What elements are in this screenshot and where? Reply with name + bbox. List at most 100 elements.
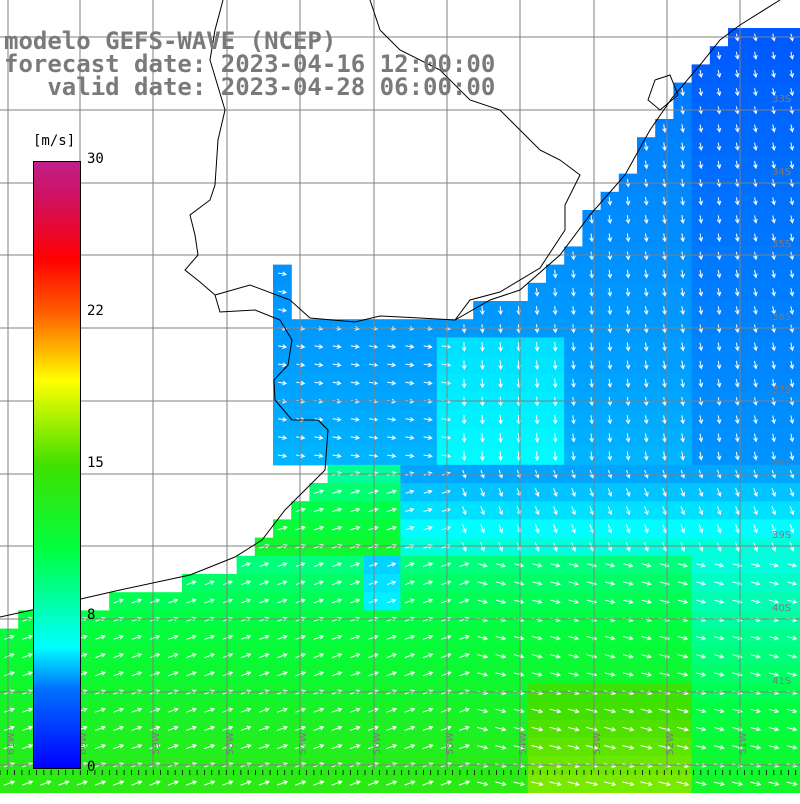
wind-arrow (459, 653, 470, 659)
wind-arrow (753, 269, 758, 279)
wind-arrow (734, 197, 740, 206)
wind-arrow (786, 781, 798, 787)
wind-arrow (498, 542, 504, 552)
wind-speed-field (0, 28, 800, 793)
wind-arrow (278, 417, 288, 422)
wind-arrow (552, 360, 558, 371)
wind-arrow (625, 360, 631, 370)
wind-arrow (680, 124, 685, 133)
wind-arrow (753, 142, 758, 151)
wind-arrow (734, 360, 740, 370)
wind-arrow (698, 233, 704, 243)
wind-arrow (713, 726, 725, 732)
wind-arrow (350, 580, 361, 586)
wind-arrow (753, 215, 758, 224)
wind-arrow (589, 415, 594, 425)
wind-arrow (716, 379, 722, 388)
wind-arrow (186, 598, 197, 604)
wind-arrow (680, 415, 685, 425)
wind-arrow (662, 488, 667, 497)
wind-arrow (680, 433, 685, 443)
wind-arrow (513, 581, 525, 586)
wind-arrow (698, 360, 704, 370)
wind-arrow (368, 653, 379, 659)
wind-arrow (786, 653, 798, 659)
wind-arrow (458, 744, 471, 750)
wind-arrow (405, 344, 415, 349)
wind-arrow (680, 142, 685, 152)
wind-arrow (258, 744, 270, 750)
wind-arrow (789, 69, 795, 79)
wind-arrow (186, 707, 197, 713)
wind-arrow (698, 269, 704, 279)
wind-arrow (95, 671, 106, 677)
wind-arrow (625, 215, 631, 225)
wind-arrow (405, 435, 415, 440)
wind-arrow (625, 433, 631, 443)
wind-arrow (622, 781, 635, 787)
wind-arrow (386, 634, 397, 640)
wind-arrow (698, 197, 704, 206)
wind-arrow (498, 488, 503, 497)
wind-arrow (550, 562, 561, 568)
wind-arrow (4, 671, 15, 677)
wind-arrow (149, 744, 161, 750)
wind-arrow (734, 451, 740, 461)
wind-arrow (662, 451, 667, 461)
wind-arrow (553, 524, 558, 534)
wind-arrow (461, 342, 467, 352)
wind-arrow (479, 414, 485, 425)
lon-label: 53W (592, 732, 603, 755)
wind-arrow (786, 635, 798, 641)
wind-arrow (768, 635, 780, 641)
wind-arrow (131, 634, 143, 640)
wind-arrow (662, 287, 667, 297)
wind-arrow (567, 708, 580, 714)
wind-arrow (734, 342, 740, 352)
wind-arrow (277, 653, 288, 659)
wind-arrow (750, 708, 762, 714)
wind-arrow (662, 506, 667, 516)
wind-arrow (662, 142, 667, 152)
wind-arrow (350, 634, 361, 640)
wind-arrow (643, 415, 649, 425)
wind-arrow (571, 360, 576, 370)
wind-arrow (549, 726, 562, 732)
wind-arrow (607, 524, 613, 534)
wind-arrow (387, 362, 397, 368)
wind-arrow (349, 725, 361, 731)
wind-arrow (643, 160, 649, 170)
wind-arrow (623, 581, 634, 586)
wind-arrow (313, 707, 325, 713)
wind-arrow (787, 562, 798, 568)
colorbar (33, 161, 81, 769)
wind-arrow (258, 707, 270, 713)
wind-arrow (331, 744, 343, 750)
wind-arrow (570, 287, 576, 297)
wind-arrow (422, 725, 434, 731)
wind-arrow (113, 780, 125, 786)
wind-arrow (734, 88, 740, 97)
wind-arrow (498, 360, 503, 371)
wind-arrow (277, 634, 288, 640)
wind-arrow (550, 654, 562, 659)
wind-arrow (440, 707, 452, 713)
wind-arrow (441, 344, 452, 349)
wind-arrow (186, 671, 197, 677)
wind-arrow (716, 433, 722, 443)
wind-arrow (552, 414, 558, 425)
wind-arrow (680, 451, 685, 461)
wind-arrow (734, 160, 740, 170)
wind-arrow (662, 433, 667, 443)
wind-arrow (531, 635, 543, 641)
wind-arrow (495, 599, 507, 604)
wind-arrow (367, 780, 380, 786)
wind-arrow (753, 488, 758, 497)
wind-arrow (753, 69, 758, 79)
wind-arrow (625, 378, 631, 388)
wind-arrow (259, 653, 270, 659)
wind-arrow (131, 725, 143, 731)
wind-arrow (716, 88, 722, 97)
wind-arrow (734, 69, 740, 79)
wind-arrow (734, 433, 740, 443)
